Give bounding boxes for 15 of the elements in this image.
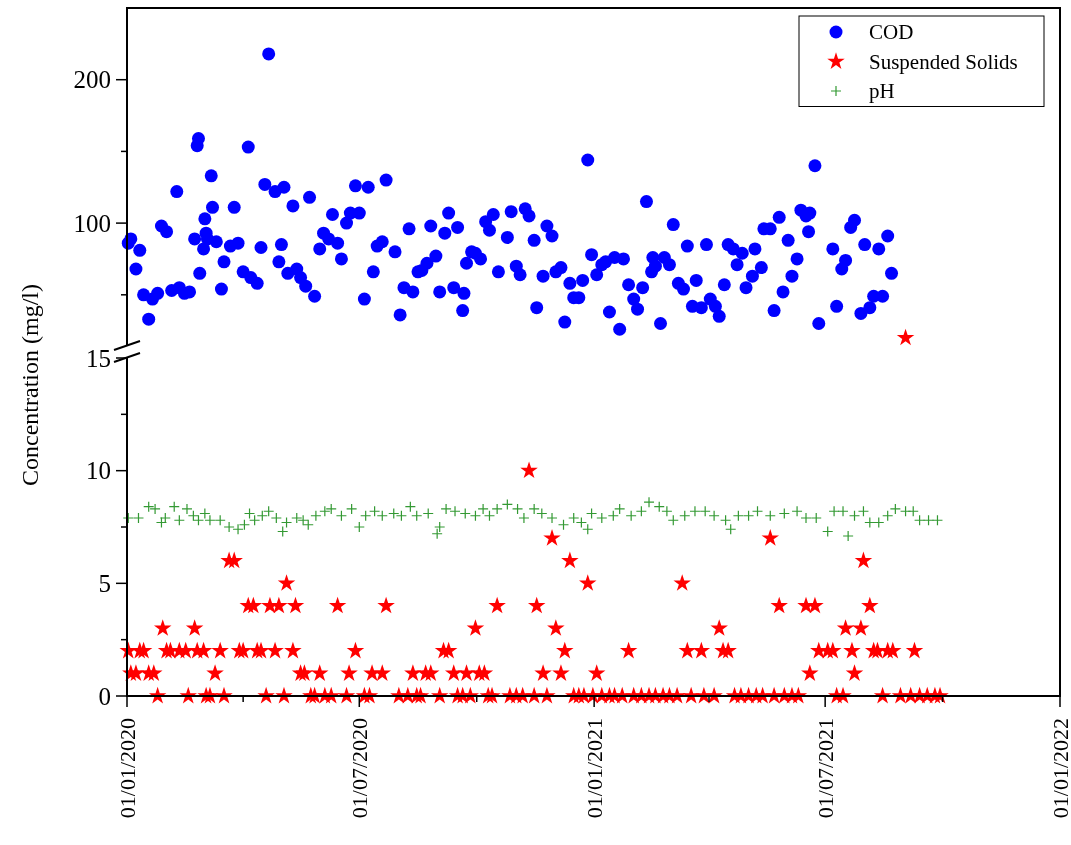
x-tick-label: 01/01/2020 [114,718,140,819]
y-tick-label: 10 [86,457,111,485]
legend-label: COD [869,20,914,45]
legend-label: Suspended Solids [869,49,1018,74]
y-tick-label: 100 [73,209,111,237]
y-tick-label: 15 [86,344,111,372]
x-tick-label: 01/07/2020 [346,718,372,819]
x-tick-label: 01/07/2021 [812,718,838,819]
x-tick-label: 01/01/2022 [1047,718,1071,819]
legend-label: pH [869,79,895,104]
y-tick-label: 200 [73,66,111,94]
y-tick-label: 0 [98,682,111,710]
y-tick-label: 5 [98,570,111,598]
y-axis-title: Concentration (mg/l) [17,284,44,486]
x-tick-label: 01/01/2021 [581,718,607,819]
